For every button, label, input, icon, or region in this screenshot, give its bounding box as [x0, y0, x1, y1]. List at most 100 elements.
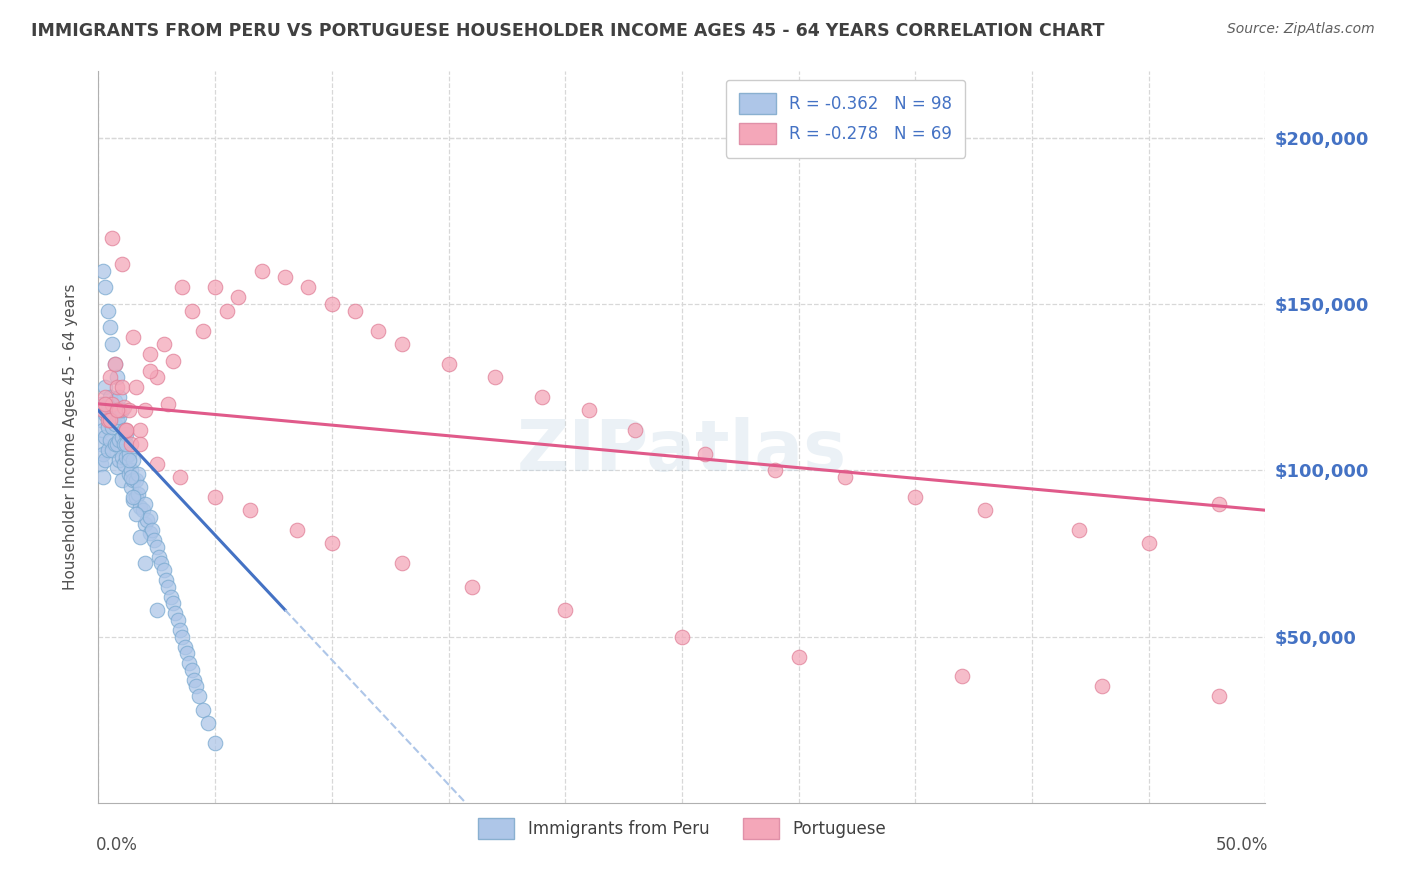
Point	[285, 523, 308, 537]
Text: 0.0%: 0.0%	[96, 836, 138, 854]
Point	[104, 357, 127, 371]
Point	[129, 480, 152, 494]
Point	[98, 390, 121, 404]
Point	[98, 320, 121, 334]
Point	[321, 297, 343, 311]
Point	[125, 490, 148, 504]
Point	[695, 447, 717, 461]
Point	[104, 436, 127, 450]
Point	[146, 370, 169, 384]
Point	[166, 613, 188, 627]
Point	[974, 503, 997, 517]
Point	[97, 397, 120, 411]
Point	[321, 536, 343, 550]
Point	[152, 563, 174, 577]
Point	[139, 526, 162, 541]
Point	[183, 673, 205, 687]
Point	[111, 430, 134, 444]
Point	[274, 270, 297, 285]
Point	[461, 580, 484, 594]
Point	[94, 380, 117, 394]
Point	[197, 716, 219, 731]
Point	[204, 736, 226, 750]
Point	[91, 470, 114, 484]
Point	[104, 417, 127, 431]
Point	[391, 557, 413, 571]
Point	[115, 426, 138, 441]
Point	[176, 646, 198, 660]
Point	[91, 403, 114, 417]
Point	[105, 403, 128, 417]
Point	[118, 467, 141, 481]
Point	[120, 463, 142, 477]
Point	[118, 403, 141, 417]
Point	[904, 490, 927, 504]
Point	[155, 573, 177, 587]
Point	[112, 457, 135, 471]
Point	[763, 463, 786, 477]
Point	[98, 434, 121, 448]
Point	[484, 370, 506, 384]
Point	[129, 500, 152, 514]
Point	[173, 640, 195, 654]
Point	[122, 330, 145, 344]
Point	[112, 400, 135, 414]
Point	[101, 443, 124, 458]
Point	[118, 447, 141, 461]
Point	[108, 403, 131, 417]
Point	[122, 490, 145, 504]
Point	[132, 503, 155, 517]
Point	[111, 403, 134, 417]
Point	[98, 410, 121, 425]
Point	[554, 603, 576, 617]
Point	[108, 390, 131, 404]
Point	[141, 523, 163, 537]
Point	[179, 656, 201, 670]
Point	[97, 420, 120, 434]
Point	[228, 290, 250, 304]
Legend: Immigrants from Peru, Portuguese: Immigrants from Peru, Portuguese	[471, 811, 893, 846]
Point	[122, 493, 145, 508]
Point	[250, 264, 273, 278]
Point	[111, 450, 134, 464]
Point	[136, 513, 159, 527]
Text: ZIPatlas: ZIPatlas	[517, 417, 846, 486]
Point	[98, 413, 121, 427]
Point	[111, 380, 134, 394]
Point	[787, 649, 810, 664]
Point	[1067, 523, 1090, 537]
Point	[125, 380, 148, 394]
Point	[127, 486, 149, 500]
Point	[120, 470, 142, 484]
Point	[134, 557, 156, 571]
Point	[162, 596, 184, 610]
Point	[239, 503, 262, 517]
Point	[344, 303, 367, 318]
Point	[112, 436, 135, 450]
Point	[950, 669, 973, 683]
Point	[180, 303, 202, 318]
Point	[391, 337, 413, 351]
Point	[115, 424, 138, 438]
Point	[101, 400, 124, 414]
Point	[146, 603, 169, 617]
Point	[105, 413, 128, 427]
Point	[101, 420, 124, 434]
Point	[186, 680, 208, 694]
Point	[139, 509, 162, 524]
Point	[127, 467, 149, 481]
Point	[105, 460, 128, 475]
Text: IMMIGRANTS FROM PERU VS PORTUGUESE HOUSEHOLDER INCOME AGES 45 - 64 YEARS CORRELA: IMMIGRANTS FROM PERU VS PORTUGUESE HOUSE…	[31, 22, 1105, 40]
Point	[94, 430, 117, 444]
Point	[624, 424, 647, 438]
Point	[94, 453, 117, 467]
Point	[157, 580, 180, 594]
Point	[91, 424, 114, 438]
Point	[146, 540, 169, 554]
Point	[120, 436, 142, 450]
Point	[122, 453, 145, 467]
Text: Source: ZipAtlas.com: Source: ZipAtlas.com	[1227, 22, 1375, 37]
Point	[105, 370, 128, 384]
Point	[115, 424, 138, 438]
Point	[101, 397, 124, 411]
